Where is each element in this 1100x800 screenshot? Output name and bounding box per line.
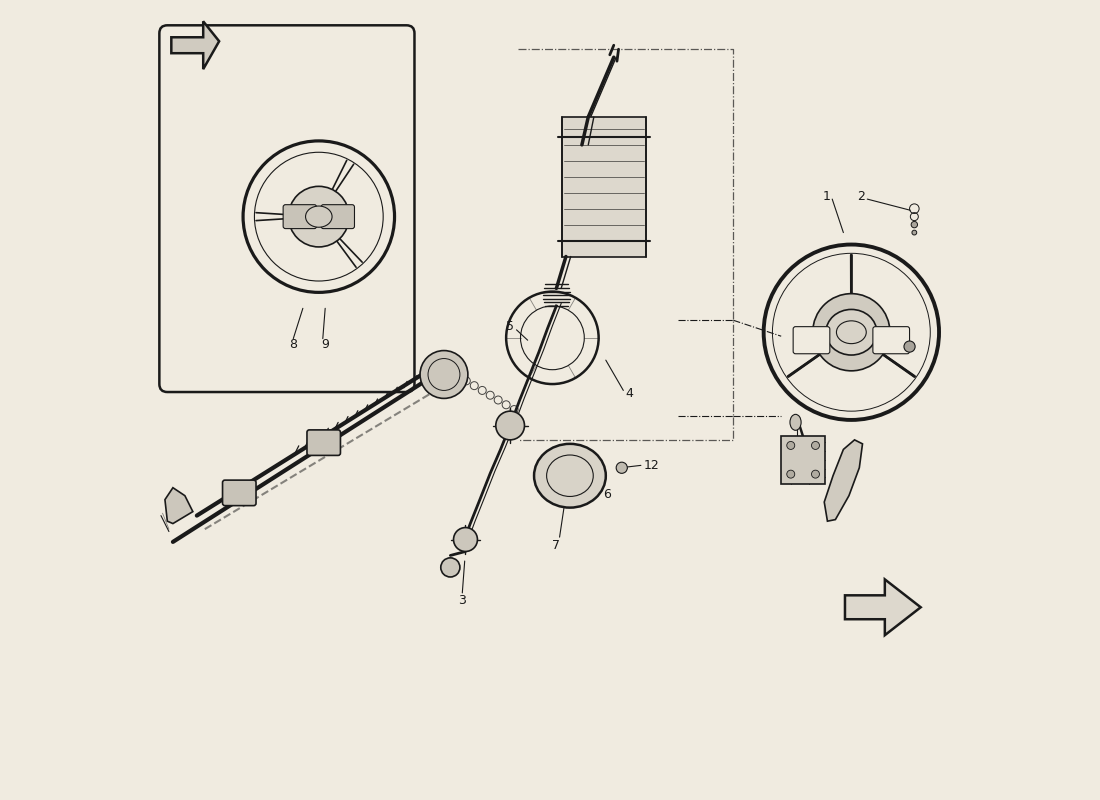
Ellipse shape <box>306 206 332 227</box>
FancyBboxPatch shape <box>873 326 910 354</box>
FancyBboxPatch shape <box>307 430 341 455</box>
Text: 4: 4 <box>626 387 634 400</box>
FancyBboxPatch shape <box>793 326 829 354</box>
Circle shape <box>453 527 477 551</box>
Text: 9: 9 <box>321 338 329 350</box>
Circle shape <box>812 470 820 478</box>
FancyBboxPatch shape <box>283 205 317 229</box>
Circle shape <box>441 558 460 577</box>
FancyBboxPatch shape <box>222 480 256 506</box>
Text: 1: 1 <box>823 190 830 203</box>
Text: 2: 2 <box>857 190 865 203</box>
Text: 12: 12 <box>645 459 660 472</box>
Polygon shape <box>845 579 921 635</box>
Text: 6: 6 <box>604 487 612 501</box>
Ellipse shape <box>535 444 606 508</box>
Text: 3: 3 <box>459 594 466 607</box>
Circle shape <box>813 294 890 371</box>
Polygon shape <box>824 440 862 521</box>
Circle shape <box>288 186 349 247</box>
Polygon shape <box>562 117 646 257</box>
Circle shape <box>786 442 794 450</box>
Polygon shape <box>172 22 219 69</box>
Ellipse shape <box>790 414 801 430</box>
Text: 5: 5 <box>506 320 514 333</box>
Polygon shape <box>165 488 192 523</box>
Circle shape <box>904 341 915 352</box>
Circle shape <box>420 350 468 398</box>
Circle shape <box>812 442 820 450</box>
Ellipse shape <box>826 310 877 355</box>
Circle shape <box>786 470 794 478</box>
Circle shape <box>912 230 916 235</box>
FancyBboxPatch shape <box>321 205 354 229</box>
Text: 7: 7 <box>552 538 560 551</box>
Circle shape <box>496 411 525 440</box>
Circle shape <box>616 462 627 474</box>
Circle shape <box>911 222 917 228</box>
FancyBboxPatch shape <box>160 26 415 392</box>
Text: 8: 8 <box>289 338 297 350</box>
Bar <box>781 436 825 484</box>
